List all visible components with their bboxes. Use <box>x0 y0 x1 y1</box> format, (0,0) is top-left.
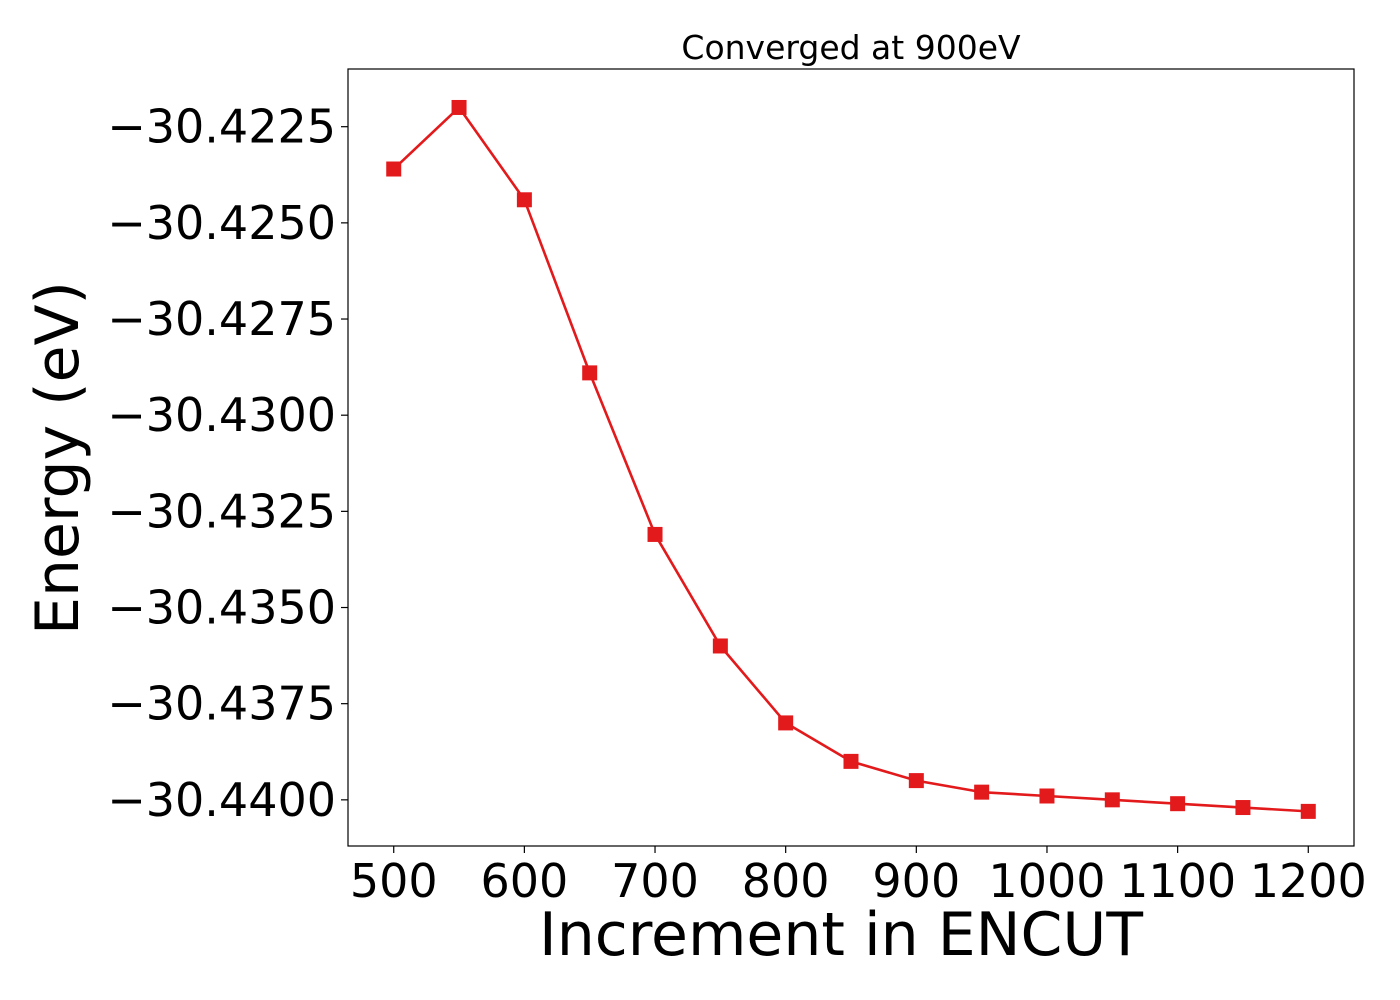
data-point-marker <box>386 161 402 177</box>
x-tick-label: 800 <box>742 854 830 908</box>
x-tick-label: 700 <box>611 854 699 908</box>
x-tick-label: 500 <box>350 854 438 908</box>
y-tick-label: −30.4325 <box>107 484 336 538</box>
x-tick-label: 1100 <box>1119 854 1236 908</box>
y-axis-label: Energy (eV) <box>23 281 93 635</box>
data-point-marker <box>647 526 663 542</box>
x-axis-label: Increment in ENCUT <box>539 900 1143 970</box>
x-tick-label: 900 <box>872 854 960 908</box>
data-point-marker <box>582 365 598 381</box>
plot-area: 500 600 700 800 900 1000 1100 1200 −30.4225 −30.4… <box>107 68 1367 908</box>
data-point-marker <box>778 715 794 731</box>
y-tick-label: −30.4225 <box>107 100 336 154</box>
data-point-marker <box>1170 796 1186 812</box>
data-point-marker <box>712 638 728 654</box>
y-tick-label: −30.4300 <box>107 388 336 442</box>
data-point-marker <box>843 753 859 769</box>
data-point-marker <box>451 99 467 115</box>
data-point-marker <box>1104 792 1120 808</box>
y-tick-label: −30.4250 <box>107 196 336 250</box>
y-tick-label: −30.4350 <box>107 581 336 635</box>
data-point-marker <box>1039 788 1055 804</box>
data-point-marker <box>1235 800 1251 816</box>
data-point-marker <box>974 784 990 800</box>
series-line <box>392 106 1309 813</box>
y-tick-label: −30.4375 <box>107 677 336 731</box>
data-point-marker <box>1300 803 1316 819</box>
y-tick-label: −30.4275 <box>107 292 336 346</box>
data-point-marker <box>908 773 924 789</box>
x-tick-label: 600 <box>480 854 568 908</box>
y-tick-label: −30.4400 <box>107 773 336 827</box>
plot-frame <box>347 68 1355 847</box>
chart-title: Converged at 900eV <box>681 28 1021 67</box>
data-point-marker <box>516 192 532 208</box>
x-tick-label: 1000 <box>988 854 1105 908</box>
x-tick-label: 1200 <box>1250 854 1367 908</box>
